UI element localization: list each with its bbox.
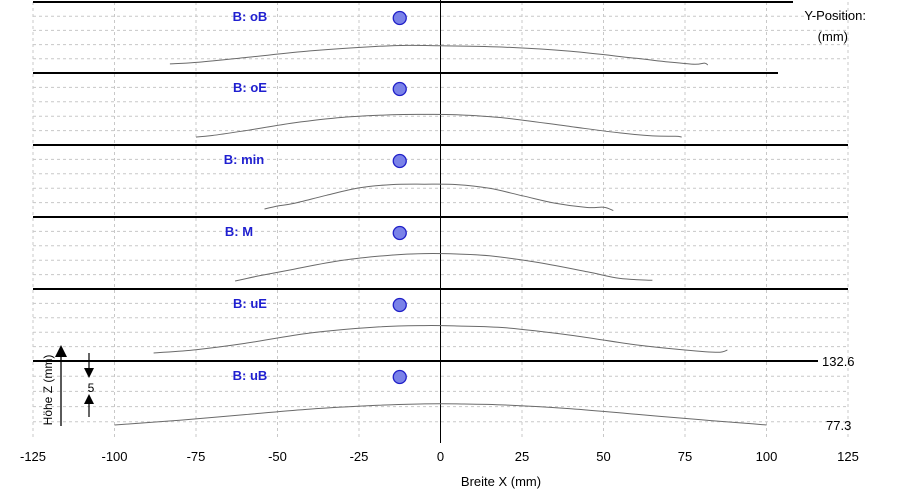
profile-line-4	[234, 253, 653, 282]
y-annotation-bottom: 77.3	[826, 418, 851, 433]
y-annotation-top: 132.6	[822, 354, 855, 369]
position-marker-5	[392, 297, 407, 313]
x-tick-label-8: 75	[678, 449, 692, 464]
profile-line-1	[169, 44, 709, 66]
right-header-line-1: Y-Position:	[804, 8, 866, 23]
profile-line-2	[195, 113, 682, 138]
position-marker-2	[392, 81, 407, 97]
profile-series	[114, 44, 767, 426]
series-labels: B: oB B: oE B: min B: M B: uE B: uB	[224, 9, 268, 383]
x-tick-label-7: 50	[596, 449, 610, 464]
x-tick-label-3: -50	[268, 449, 287, 464]
x-tick-label-2: -75	[187, 449, 206, 464]
profile-line-6	[114, 403, 767, 426]
position-marker-3	[392, 153, 407, 169]
x-tick-label-0: -125	[20, 449, 46, 464]
x-tick-label-9: 100	[756, 449, 778, 464]
x-tick-label-1: -100	[101, 449, 127, 464]
position-markers	[392, 10, 407, 385]
series-label-3: B: min	[224, 152, 265, 167]
series-label-2: B: oE	[233, 80, 267, 95]
series-label-5: B: uE	[233, 296, 267, 311]
series-label-1: B: oB	[233, 9, 268, 24]
series-label-4: B: M	[225, 224, 253, 239]
right-header-line-2: (mm)	[818, 29, 848, 44]
x-tick-label-10: 125	[837, 449, 859, 464]
x-tick-label-6: 25	[515, 449, 529, 464]
z-scale-indicator: Höhe Z (mm) 5	[41, 345, 95, 426]
series-label-6: B: uB	[233, 368, 268, 383]
x-tick-label-4: -25	[350, 449, 369, 464]
x-tick-label-5: 0	[437, 449, 444, 464]
x-axis: -125 -100 -75 -50 -25 0 25 50 75 100 125	[20, 449, 859, 464]
profile-line-5	[153, 325, 728, 354]
scale-bar-label: 5	[88, 381, 95, 395]
x-axis-title: Breite X (mm)	[461, 474, 541, 489]
profile-line-3	[264, 183, 614, 211]
position-marker-6	[392, 369, 407, 385]
section-separators	[33, 1, 848, 362]
position-marker-1	[392, 10, 407, 26]
y-axis-title: Höhe Z (mm)	[41, 355, 55, 426]
grid-lines	[32, 0, 849, 443]
position-marker-4	[392, 225, 407, 241]
